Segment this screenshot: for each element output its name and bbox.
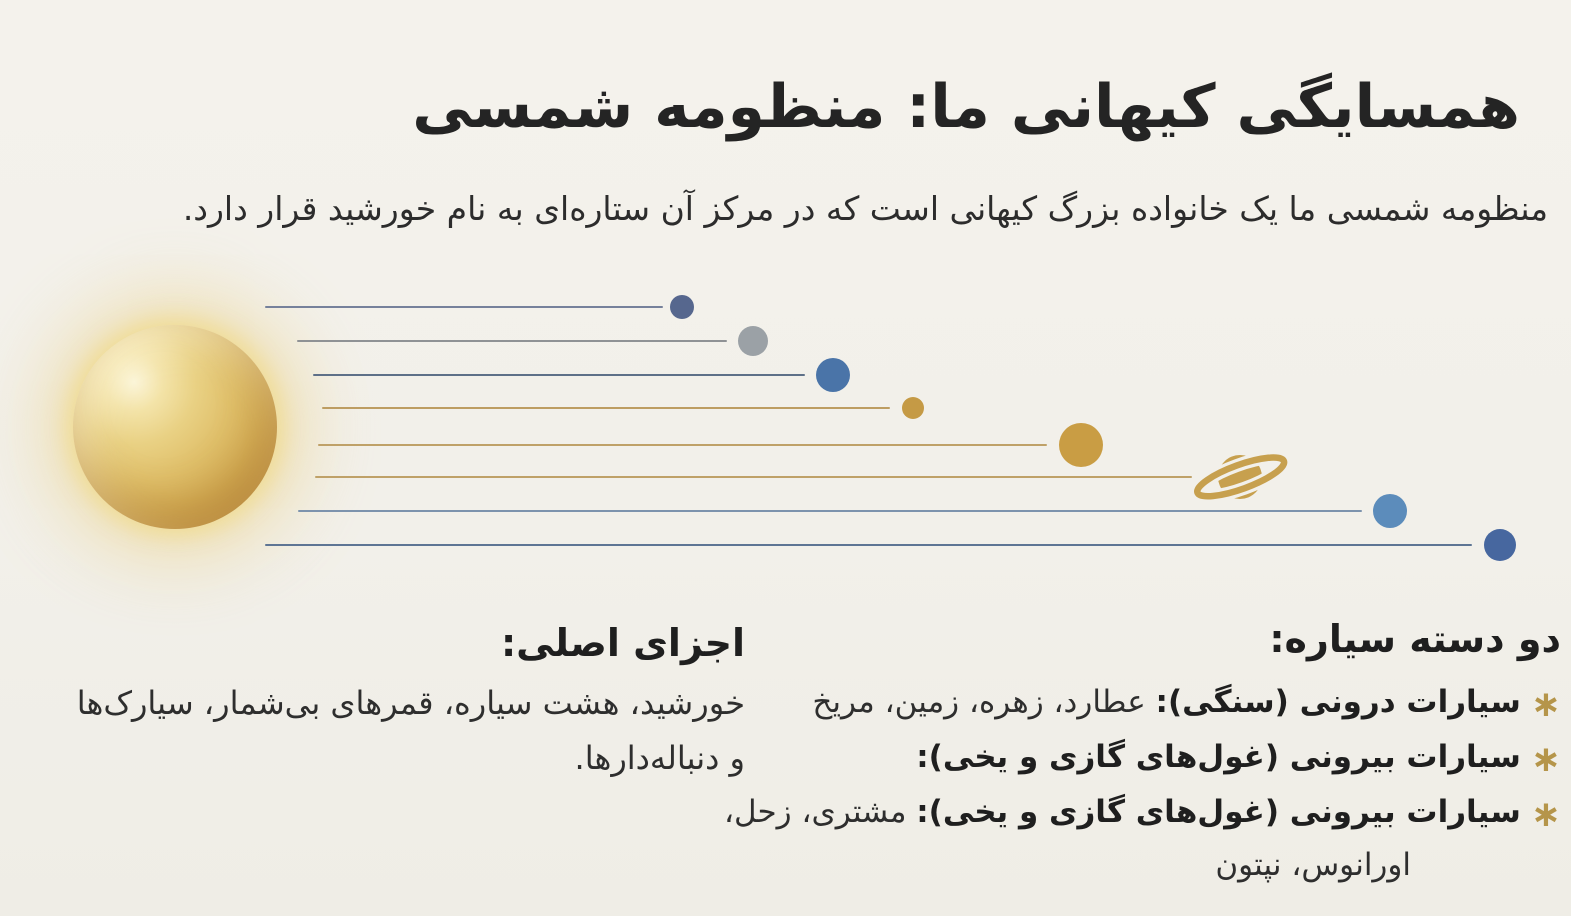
planet-mars xyxy=(902,397,924,419)
section-components: اجزای اصلی: خورشید، هشت سیاره، قمرهای بی… xyxy=(77,618,745,786)
bullet-item: ∗سیارات بیرونی (غول‌های گازی و یخی): مشت… xyxy=(724,784,1561,839)
planet-groups-heading: دو دسته سیاره: xyxy=(1269,617,1561,661)
components-line: خورشید، هشت سیاره، قمرهای بی‌شمار، سیارک… xyxy=(76,684,745,722)
components-heading: اجزای اصلی: xyxy=(500,621,745,665)
orbit-line-saturn xyxy=(315,476,1192,478)
planet-earth xyxy=(816,358,850,392)
planet-jupiter xyxy=(1059,423,1103,467)
bullet-item: ∗سیارات درونی (سنگی): عطارد، زهره، زمین،… xyxy=(724,674,1561,729)
section-planet-groups: دو دسته سیاره: ∗سیارات درونی (سنگی): عطا… xyxy=(724,614,1561,892)
orbit-line-mars xyxy=(322,407,890,409)
planet-neptune xyxy=(1484,529,1516,561)
saturn-ring-icon xyxy=(1190,451,1291,503)
asterisk-icon: ∗ xyxy=(1530,794,1561,835)
bullet-bold-label: سیارات بیرونی (غول‌های گازی و یخی): xyxy=(916,739,1521,775)
bullet-text: مشتری، زحل، xyxy=(723,794,917,830)
orbit-line-venus xyxy=(297,340,727,342)
sun xyxy=(73,325,277,529)
planet-mercury xyxy=(670,295,694,319)
bullet-continuation-line: اورانوس، نپتون xyxy=(1215,847,1411,883)
components-line: و دنباله‌دارها. xyxy=(574,739,745,777)
orbit-line-uranus xyxy=(298,510,1362,512)
planet-venus xyxy=(738,326,768,356)
asterisk-icon: ∗ xyxy=(1530,739,1561,780)
orbit-line-jupiter xyxy=(318,444,1047,446)
orbit-line-neptune xyxy=(265,544,1472,546)
bullet-item: ∗سیارات بیرونی (غول‌های گازی و یخی): xyxy=(724,729,1561,784)
bullet-bold-label: سیارات درونی (سنگی): xyxy=(1155,684,1521,720)
subtitle: منظومه شمسی ما یک خانواده بزرگ کیهانی اس… xyxy=(182,189,1548,228)
orbit-line-mercury xyxy=(265,306,663,308)
bullet-list: ∗سیارات درونی (سنگی): عطارد، زهره، زمین،… xyxy=(724,674,1561,892)
main-title: همسایگی کیهانی ما: منظومه شمسی xyxy=(412,72,1521,142)
orbit-line-earth xyxy=(313,374,805,376)
bullet-text: عطارد، زهره، زمین، مریخ xyxy=(812,684,1156,720)
planet-uranus xyxy=(1373,494,1407,528)
asterisk-icon: ∗ xyxy=(1530,684,1561,725)
bullet-bold-label: سیارات بیرونی (غول‌های گازی و یخی): xyxy=(916,794,1521,830)
